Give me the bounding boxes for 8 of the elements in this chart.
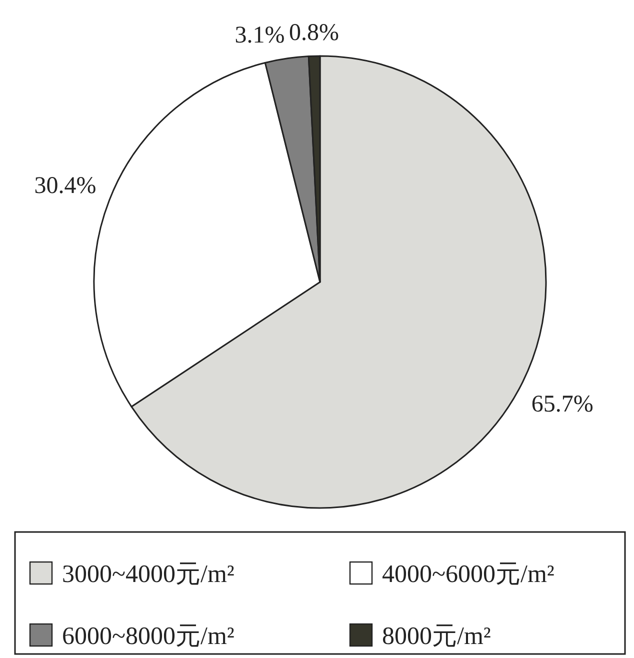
legend-label: 6000~8000元/m²	[62, 623, 234, 650]
legend-label: 3000~4000元/m²	[62, 561, 234, 588]
data-label: 3.1%	[234, 22, 285, 49]
legend-label: 4000~6000元/m²	[382, 561, 554, 588]
legend-label: 8000元/m²	[382, 623, 491, 650]
data-label: 65.7%	[531, 392, 594, 418]
data-label: 0.8%	[288, 20, 339, 46]
data-label: 30.4%	[34, 173, 96, 200]
